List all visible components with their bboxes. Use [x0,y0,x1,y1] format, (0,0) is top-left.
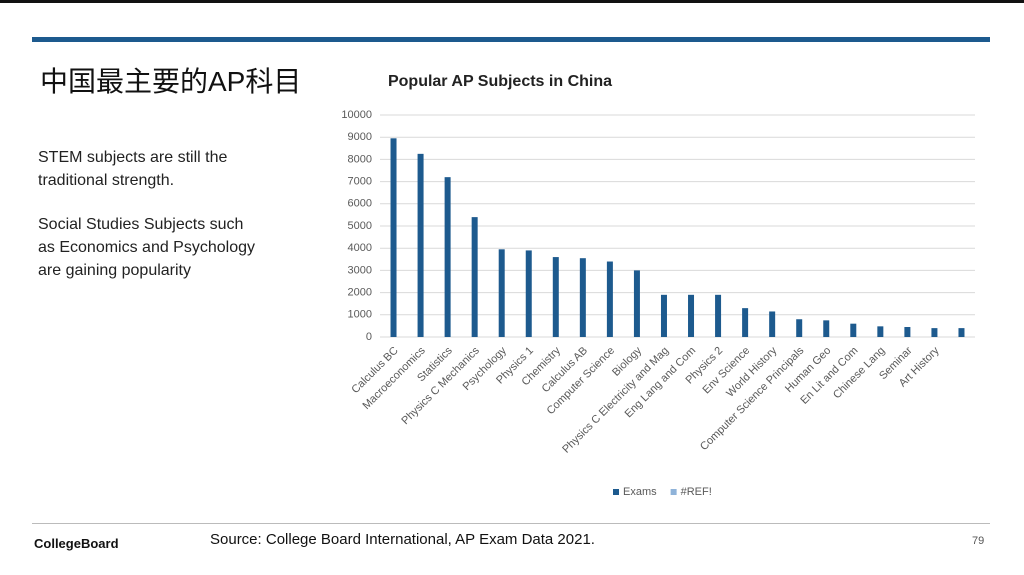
bar [606,261,613,337]
bar [904,327,911,337]
y-tick-label: 7000 [348,176,372,188]
bar [444,177,451,337]
y-tick-label: 3000 [348,264,372,276]
bar [525,250,532,337]
bar [796,319,803,337]
chart: Popular AP Subjects in China 0 1000 2000 30… [341,73,975,498]
legend-swatch [613,489,619,495]
y-tick-label: 10000 [341,109,372,121]
body-text: Social Studies Subjects such as Economic… [38,216,255,279]
y-tick-label: 9000 [348,131,372,143]
bar [471,217,478,337]
y-tick-label: 2000 [348,287,372,299]
legend-swatch [670,489,677,495]
footer-line [32,523,990,524]
top-border [0,0,1024,3]
y-tick-label: 6000 [348,198,372,210]
bar [633,270,640,337]
y-tick-label: 0 [366,331,372,343]
bar [850,323,857,337]
chart-title: Popular AP Subjects in China [388,73,612,90]
header-bar [32,37,990,42]
legend-label: #REF! [681,486,712,498]
legend-label: Exams [623,486,657,498]
bar [877,326,884,337]
bar [579,258,586,337]
y-tick-label: 4000 [348,242,372,254]
body-text: STEM subjects are still the traditional … [38,149,228,189]
bar [958,328,965,337]
bar [552,257,559,337]
bar [498,249,505,337]
source: Source: College Board International, AP … [210,531,595,548]
bar [417,153,424,337]
y-tick-label: 1000 [348,309,372,321]
slide-title: 中国最主要的AP科目 [40,66,302,97]
bar [769,311,776,337]
bar [688,294,695,337]
bar [715,294,722,337]
bar [390,138,397,337]
page-number: 79 [972,535,985,547]
y-tick-label: 8000 [348,153,372,165]
bar [660,294,667,337]
bar [931,328,938,337]
bar [742,308,749,337]
bar [823,320,830,337]
y-tick-label: 5000 [348,220,372,232]
logo: CollegeBoard [34,536,119,551]
